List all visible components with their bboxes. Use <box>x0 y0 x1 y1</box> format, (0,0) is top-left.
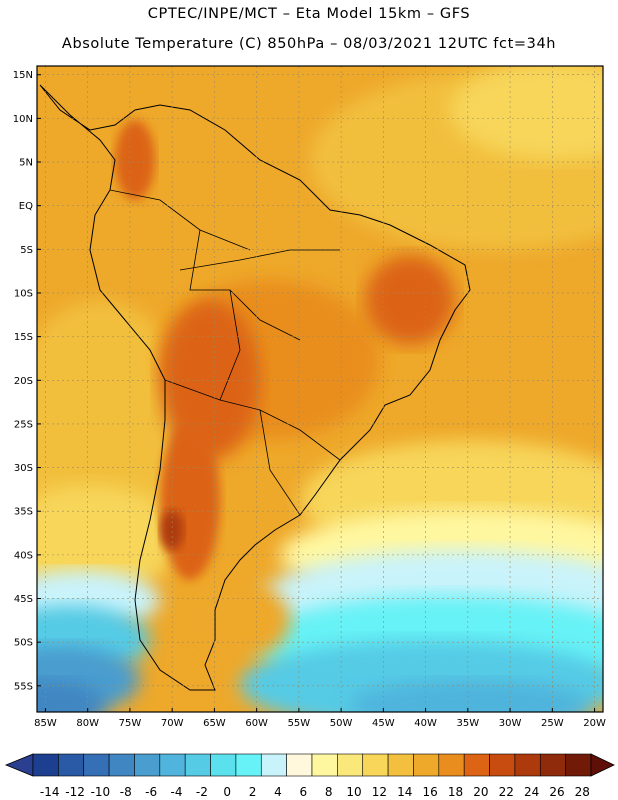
colorbar-max-arrow <box>590 753 615 777</box>
colorbar-label: 22 <box>499 785 514 799</box>
colorbar-label: -8 <box>120 785 132 799</box>
colorbar-swatch <box>286 753 313 777</box>
colorbar-swatch <box>108 753 135 777</box>
lon-label: 35W <box>457 718 480 729</box>
colorbar-swatch <box>438 753 465 777</box>
lon-label: 50W <box>330 718 353 729</box>
colorbar-label: 14 <box>397 785 412 799</box>
country-borders <box>109 189 341 516</box>
lon-label: 85W <box>34 718 57 729</box>
lat-label: 50S <box>14 638 33 649</box>
lat-label: 55S <box>14 681 33 692</box>
lat-label: 15S <box>14 332 33 343</box>
lat-label: 25S <box>14 419 33 430</box>
colorbar-swatch <box>184 753 211 777</box>
colorbar-label: 24 <box>524 785 539 799</box>
lon-label: 75W <box>119 718 142 729</box>
colorbar-min-arrow <box>4 753 34 777</box>
colorbar-label: 26 <box>549 785 564 799</box>
colorbar <box>4 753 615 777</box>
map-frame <box>36 65 604 713</box>
lon-label: 60W <box>245 718 268 729</box>
lon-label: 20W <box>583 718 606 729</box>
colorbar-label: 0 <box>223 785 231 799</box>
colorbar-swatch <box>32 753 59 777</box>
colorbar-label: 8 <box>325 785 333 799</box>
lon-label: 70W <box>161 718 184 729</box>
map-gridlines <box>37 66 603 712</box>
colorbar-label: 20 <box>473 785 488 799</box>
lon-label: 25W <box>541 718 564 729</box>
colorbar-label: 18 <box>448 785 463 799</box>
lat-label: 10N <box>13 114 33 125</box>
lat-label: 20S <box>14 376 33 387</box>
title-line-1: CPTEC/INPE/MCT – Eta Model 15km – GFS <box>147 6 471 22</box>
colorbar-label: 16 <box>422 785 437 799</box>
colorbar-label: -4 <box>171 785 183 799</box>
colorbar-swatch <box>83 753 110 777</box>
lat-label: 40S <box>14 550 33 561</box>
colorbar-swatch <box>210 753 237 777</box>
lat-label: EQ <box>19 201 33 212</box>
lat-label: 30S <box>14 463 33 474</box>
colorbar-swatch <box>58 753 85 777</box>
lat-label: 15N <box>13 70 33 81</box>
lon-label: 55W <box>288 718 311 729</box>
colorbar-label: -6 <box>145 785 157 799</box>
continent-outline <box>39 84 471 691</box>
longitude-labels: 85W 80W 75W 70W 65W 60W 55W 50W 45W 40W 35W 30W 25W 2… <box>34 718 606 729</box>
colorbar-swatch <box>311 753 338 777</box>
colorbar-label: 6 <box>299 785 307 799</box>
colorbar-swatch <box>539 753 566 777</box>
colorbar-swatch <box>387 753 414 777</box>
colorbar-swatch <box>514 753 541 777</box>
colorbar-label: -2 <box>196 785 208 799</box>
lat-label: 5S <box>20 245 33 256</box>
lon-label: 80W <box>76 718 99 729</box>
colorbar-swatch <box>362 753 389 777</box>
lon-label: 30W <box>499 718 522 729</box>
lat-label: 5N <box>19 158 33 169</box>
colorbar-label: 28 <box>575 785 590 799</box>
colorbar-labels: -14 -12 -10 -8 -6 -4 -2 0 2 4 6 8 10 12 14 16 18 20 22 24 26… <box>40 785 590 799</box>
colorbar-swatch <box>463 753 490 777</box>
lat-label: 45S <box>14 594 33 605</box>
colorbar-label: -10 <box>91 785 111 799</box>
colorbar-swatch <box>413 753 440 777</box>
lon-label: 65W <box>203 718 226 729</box>
colorbar-label: -14 <box>40 785 60 799</box>
colorbar-swatch <box>235 753 262 777</box>
colorbar-swatch <box>337 753 364 777</box>
colorbar-label: 2 <box>249 785 257 799</box>
colorbar-swatch <box>159 753 186 777</box>
colorbar-label: -12 <box>65 785 85 799</box>
colorbar-swatch <box>260 753 287 777</box>
colorbar-swatch <box>489 753 516 777</box>
colorbar-label: 4 <box>274 785 282 799</box>
lat-label: 35S <box>14 507 33 518</box>
colorbar-label: 10 <box>346 785 361 799</box>
lon-label: 40W <box>414 718 437 729</box>
latitude-labels: 15N 10N 5N EQ 5S 10S 15S 20S 25S 30S 35S 40S 45S 50S 5… <box>13 70 33 692</box>
lon-label: 45W <box>372 718 395 729</box>
temperature-field <box>37 66 603 712</box>
colorbar-swatch <box>565 753 592 777</box>
colorbar-swatch <box>134 753 161 777</box>
title-line-2: Absolute Temperature (C) 850hPa – 08/03/… <box>61 36 557 52</box>
colorbar-label: 12 <box>372 785 387 799</box>
lat-label: 10S <box>14 288 33 299</box>
